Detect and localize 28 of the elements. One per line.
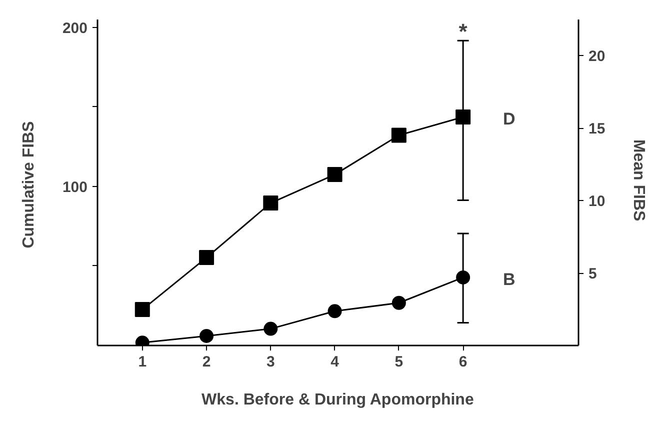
point xyxy=(264,322,278,336)
x-tick-label: 1 xyxy=(138,354,147,370)
annotation: * xyxy=(458,19,468,44)
y-tick-label: 200 xyxy=(62,20,88,37)
point xyxy=(200,328,214,343)
y-tick-label: 100 xyxy=(62,178,88,196)
x-tick-label: 2 xyxy=(202,354,211,370)
y2-tick-label: 15 xyxy=(588,120,606,138)
point xyxy=(134,302,150,318)
y2-axis-title: Mean FIBS xyxy=(630,139,648,222)
point xyxy=(456,109,471,124)
y-axis-title: Cumulative FIBS xyxy=(20,120,38,248)
point xyxy=(199,250,214,266)
x-axis-title: Wks. Before & During Apomorphine xyxy=(202,392,474,408)
x-tick-label: 3 xyxy=(266,354,275,370)
point xyxy=(391,128,406,143)
series-label: B xyxy=(503,270,516,289)
y2-tick-label: 10 xyxy=(588,193,606,210)
point xyxy=(328,304,342,318)
point xyxy=(327,167,342,182)
x-tick-label: 5 xyxy=(394,354,404,370)
y2-tick-label: 5 xyxy=(588,266,597,283)
y2-tick-label: 20 xyxy=(588,48,606,66)
point xyxy=(392,296,406,310)
x-tick-label: 6 xyxy=(458,354,468,370)
x-tick-label: 4 xyxy=(330,354,340,370)
series-label: D xyxy=(503,109,516,128)
point xyxy=(263,196,278,211)
